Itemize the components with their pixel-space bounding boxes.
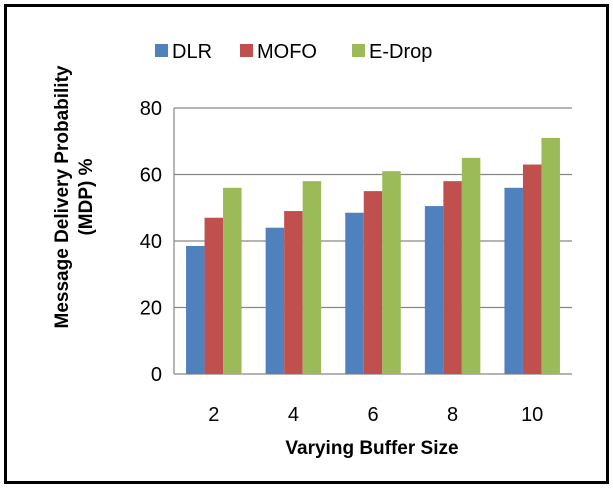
legend-label-mofo: MOFO — [257, 41, 317, 63]
y-axis-title-line-1: Message Delivery Probability — [52, 65, 73, 328]
legend-swatch-mofo — [240, 44, 253, 57]
x-axis-title: Varying Buffer Size — [285, 438, 458, 459]
x-tick-label: 4 — [288, 404, 299, 426]
bar-mofo-4 — [284, 211, 303, 374]
x-axis-ticks: 2 4 6 8 10 — [208, 404, 543, 426]
bar-dlr-4 — [265, 227, 285, 374]
legend-swatch-e-drop — [352, 44, 365, 57]
bar-dlr-8 — [424, 206, 444, 374]
chart-frame: 0 20 40 60 80 2 4 6 8 10 DLR MOFO E-Drop Varying B… — [4, 4, 609, 484]
bar-e-drop-4 — [302, 181, 322, 374]
bar-chart: 0 20 40 60 80 2 4 6 8 10 DLR MOFO E-Drop Varying B… — [52, 41, 572, 459]
y-axis-title: Message Delivery Probability (MDP) % — [52, 65, 97, 328]
bar-dlr-10 — [504, 187, 523, 374]
x-tick-label: 10 — [521, 404, 543, 426]
bar-e-drop-8 — [461, 157, 481, 374]
bar-dlr-6 — [345, 212, 364, 374]
legend-label-e-drop: E-Drop — [369, 41, 432, 63]
bar-mofo-6 — [363, 191, 383, 374]
y-tick-label: 60 — [140, 165, 162, 187]
bar-e-drop-10 — [541, 137, 560, 374]
bar-mofo-2 — [204, 217, 224, 374]
legend: DLR MOFO E-Drop — [155, 41, 432, 63]
y-axis-ticks: 0 20 40 60 80 — [140, 98, 162, 386]
bar-mofo-10 — [522, 164, 542, 374]
bar-e-drop-2 — [223, 187, 242, 374]
y-tick-label: 40 — [140, 231, 162, 253]
legend-label-dlr: DLR — [172, 41, 212, 63]
x-tick-label: 8 — [447, 404, 458, 426]
bar-mofo-8 — [443, 181, 462, 374]
y-tick-label: 80 — [140, 98, 162, 120]
bars — [186, 137, 560, 374]
x-tick-label: 2 — [208, 404, 219, 426]
y-tick-label: 20 — [140, 298, 162, 320]
bar-dlr-2 — [186, 245, 205, 374]
x-tick-label: 6 — [367, 404, 378, 426]
bar-e-drop-6 — [382, 171, 401, 374]
legend-swatch-dlr — [155, 44, 168, 57]
y-tick-label: 0 — [151, 364, 162, 386]
y-axis-title-line-2: (MDP) % — [76, 158, 97, 235]
